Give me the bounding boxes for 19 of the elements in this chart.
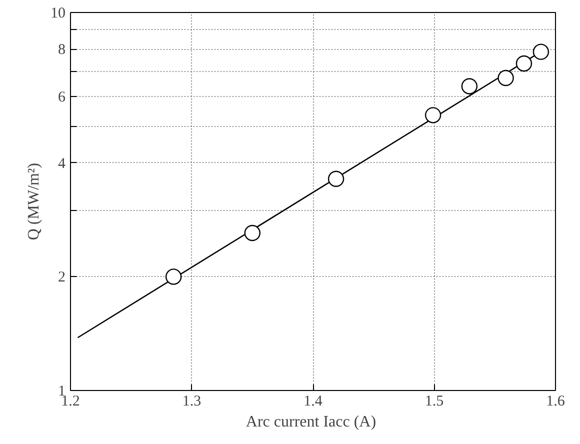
point [328, 170, 344, 187]
y-tick-label: 10 [50, 6, 66, 22]
y-tick-label: 6 [58, 89, 66, 106]
x-tick-label: 1.3 [182, 394, 202, 410]
x-tick-label: 1.6 [546, 394, 566, 410]
point [532, 44, 550, 60]
x-tick-label: 1.5 [424, 394, 444, 410]
point [498, 70, 514, 86]
y-tick-label: 8 [58, 42, 66, 58]
point [461, 78, 478, 94]
y-tick-label: 2 [58, 270, 66, 286]
x-tick-label: 1.4 [304, 394, 323, 410]
point [165, 268, 182, 285]
point [424, 107, 442, 124]
point [516, 55, 532, 72]
y-axis-title: Q (MW/m²) [26, 162, 42, 240]
x-axis-title: Arc current Iacc (A) [246, 414, 376, 430]
y-tick-label: 4 [58, 156, 66, 172]
point [244, 224, 260, 242]
